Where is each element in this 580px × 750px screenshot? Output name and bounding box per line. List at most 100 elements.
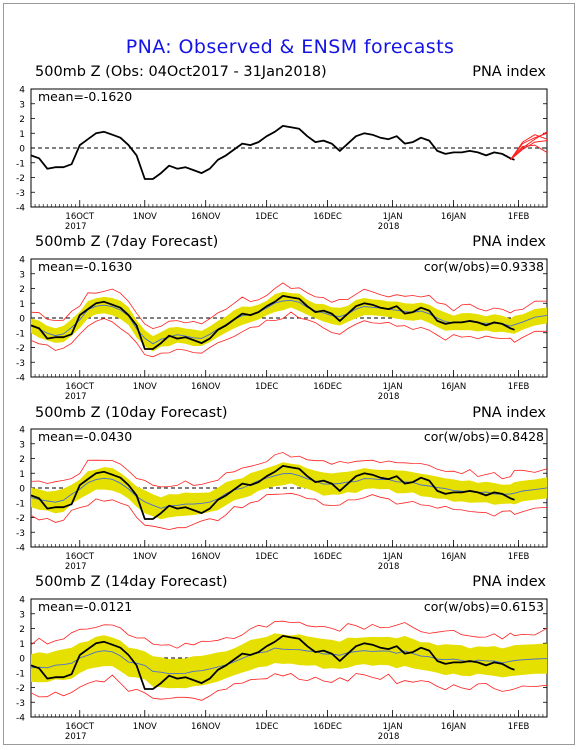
- ensemble-max-line: [30, 620, 548, 649]
- mean-label: mean=-0.1630: [38, 259, 132, 274]
- y-tick-label: 4: [19, 86, 25, 96]
- x-tick-label: 1DEC: [255, 552, 278, 562]
- x-tick-year: 2017: [65, 562, 87, 572]
- ensemble-mean-line: [30, 647, 548, 675]
- x-tick-label: 1NOV: [133, 382, 157, 392]
- y-tick-label: -1: [16, 499, 25, 509]
- y-tick-label: 1: [19, 300, 25, 310]
- mean-label: mean=-0.0121: [38, 599, 132, 614]
- panel-index-label: PNA index: [472, 405, 546, 421]
- ensemble-min-line: [30, 673, 548, 701]
- y-tick-label: -2: [16, 684, 25, 694]
- ensemble-member-line: [509, 134, 548, 161]
- x-tick-year: 2018: [378, 732, 400, 742]
- x-tick-label: 1DEC: [255, 212, 278, 222]
- ensemble-spread-band: [31, 633, 547, 689]
- observed-line: [30, 464, 515, 520]
- y-tick-label: 0: [19, 315, 25, 325]
- x-tick-label: 1JAN: [383, 382, 403, 392]
- x-tick-year: 2018: [378, 222, 400, 232]
- figure-title: PNA: Observed & ENSM forecasts: [125, 36, 455, 58]
- y-tick-label: -2: [16, 174, 25, 184]
- x-tick-label: 16NOV: [191, 212, 221, 222]
- x-tick-label: 16JAN: [441, 212, 466, 222]
- x-tick-label: 16NOV: [191, 722, 221, 732]
- y-tick-label: -3: [16, 189, 25, 199]
- x-tick-label: 1JAN: [383, 212, 403, 222]
- x-tick-label: 1NOV: [133, 212, 157, 222]
- x-tick-label: 1DEC: [255, 382, 278, 392]
- x-tick-year: 2017: [65, 392, 87, 402]
- x-tick-label: 1DEC: [255, 722, 278, 732]
- y-tick-label: 1: [19, 130, 25, 140]
- panel-index-label: PNA index: [472, 574, 546, 590]
- x-tick-label: 16DEC: [313, 382, 342, 392]
- y-tick-label: -1: [16, 159, 25, 169]
- y-tick-label: -2: [16, 514, 25, 524]
- x-tick-label: 16OCT: [65, 722, 94, 732]
- y-tick-label: 3: [19, 100, 25, 110]
- y-tick-label: 0: [19, 655, 25, 665]
- y-tick-label: 2: [19, 285, 25, 295]
- figure-frame: [3, 3, 575, 745]
- y-tick-label: -4: [16, 714, 25, 724]
- panel-4: 500mb Z (14day Forecast) PNA index 4 3 2 1 0 -1…: [16, 574, 548, 742]
- y-tick-label: -4: [16, 374, 25, 384]
- y-tick-label: 1: [19, 640, 25, 650]
- y-tick-label: -1: [16, 669, 25, 679]
- x-tick-label: 16JAN: [441, 552, 466, 562]
- x-tick-label: 1FEB: [508, 552, 530, 562]
- x-tick-year: 2018: [378, 392, 400, 402]
- y-tick-label: 4: [19, 256, 25, 266]
- panel-title: 500mb Z (Obs: 04Oct2017 - 31Jan2018): [35, 64, 327, 80]
- y-tick-label: 2: [19, 115, 25, 125]
- y-tick-label: 0: [19, 485, 25, 495]
- panel-1: 500mb Z (Obs: 04Oct2017 - 31Jan2018) PNA …: [16, 64, 548, 232]
- observed-line: [30, 125, 515, 180]
- observed-line: [30, 635, 515, 690]
- x-tick-label: 16JAN: [441, 382, 466, 392]
- x-tick-label: 1JAN: [383, 552, 403, 562]
- panel-title: 500mb Z (7day Forecast): [35, 234, 218, 250]
- y-tick-label: -3: [16, 359, 25, 369]
- ensemble-member-line: [510, 131, 548, 161]
- ensemble-spread-band: [31, 462, 547, 520]
- y-tick-label: 3: [19, 610, 25, 620]
- panel-index-label: PNA index: [472, 234, 546, 250]
- panel-2: 500mb Z (7day Forecast) PNA index 4 3 2 1 0 -1 -…: [16, 234, 548, 402]
- x-tick-year: 2018: [378, 562, 400, 572]
- panel-index-label: PNA index: [472, 64, 546, 80]
- correlation-label: cor(w/obs)=0.8428: [424, 429, 544, 444]
- ensemble-min-line: [30, 492, 548, 531]
- x-tick-label: 16OCT: [65, 552, 94, 562]
- x-tick-label: 1FEB: [508, 722, 530, 732]
- y-tick-label: 3: [19, 270, 25, 280]
- mean-label: mean=-0.1620: [38, 89, 132, 104]
- x-tick-year: 2017: [65, 732, 87, 742]
- ensemble-min-line: [30, 311, 547, 358]
- x-tick-label: 16OCT: [65, 382, 94, 392]
- y-tick-label: 2: [19, 625, 25, 635]
- x-tick-label: 1NOV: [133, 552, 157, 562]
- y-tick-label: -3: [16, 529, 25, 539]
- x-tick-label: 16DEC: [313, 552, 342, 562]
- x-tick-label: 1JAN: [383, 722, 403, 732]
- ensemble-mean-line: [30, 473, 548, 509]
- ensemble-member-line: [510, 144, 548, 161]
- y-tick-label: 4: [19, 596, 25, 606]
- y-tick-label: 4: [19, 426, 25, 436]
- x-tick-label: 1FEB: [508, 382, 530, 392]
- x-tick-label: 16DEC: [313, 722, 342, 732]
- correlation-label: cor(w/obs)=0.6153: [424, 599, 544, 614]
- ensemble-max-line: [30, 282, 548, 330]
- panel-title: 500mb Z (14day Forecast): [35, 574, 228, 590]
- x-tick-label: 16JAN: [441, 722, 466, 732]
- y-tick-label: -1: [16, 329, 25, 339]
- y-tick-label: 2: [19, 455, 25, 465]
- panel-title: 500mb Z (10day Forecast): [35, 405, 228, 421]
- y-tick-label: 1: [19, 470, 25, 480]
- x-tick-label: 1NOV: [133, 722, 157, 732]
- ensemble-spread-band: [31, 291, 547, 352]
- x-tick-label: 16NOV: [191, 552, 221, 562]
